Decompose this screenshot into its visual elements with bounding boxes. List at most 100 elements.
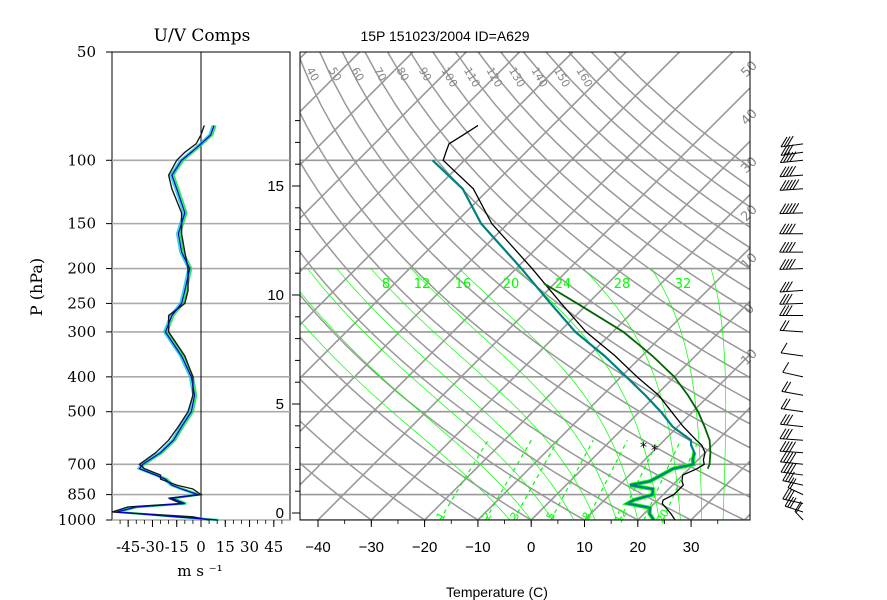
wind-barb-feather [779,203,787,214]
skewt-dry-adiabat [364,52,750,402]
wind-tick-label: 30 [240,538,259,556]
wind-barb-feather [789,441,797,453]
wind-barb [779,202,804,215]
wind-barb-feather [787,496,795,508]
wind-barb-feather [783,398,791,410]
wind-barb-feather [789,478,797,489]
wind-barb-feather [789,258,796,270]
skewt-isotherm [300,52,627,380]
temperature-tick-label: −10 [465,539,490,556]
wind-barb [779,428,804,441]
wind-barb-feather [785,179,793,191]
wind-barb-feather [779,451,787,463]
skewt-moist-adiabat [651,268,703,520]
wind-barb [780,342,804,357]
uv-series [111,125,219,522]
wind-barb-feather [779,180,787,191]
skewt-moist-adiabat [336,268,575,520]
wind-barb [780,398,804,413]
wind-barb [780,461,804,476]
wind-barb-feather [785,281,793,292]
pressure-tick-labels: 1000 850 700 500 400 300 250 200 150 100 50 [58,43,112,529]
skewt-mixing-ratio-line [619,439,659,520]
wind-barb-staff [780,461,804,465]
moist-adiabat-label: 20 [503,277,520,292]
skewt-isotherms [300,52,750,520]
wind-barb [779,165,804,178]
wind-tick-label: -30 [140,538,164,556]
pressure-tick-label: 50 [77,43,96,61]
wind-barb-feather [789,165,797,177]
wind-barb-staff [779,302,804,305]
height-tick-label: 15 [267,178,284,195]
wind-barb-feather [783,136,791,147]
wind-barb-feather [782,241,790,253]
wind-barb-feather [781,381,789,392]
skewt-isotherm [317,86,750,520]
skewt-dry-adiabat [300,111,750,498]
wind-barbs [779,135,804,521]
wind-barb-feather [784,381,792,393]
pressure-tick-label: 300 [67,323,96,341]
wind-barb-staff [779,450,804,454]
wind-barb-feather [782,305,790,316]
wind-barb-feather [792,202,800,214]
skewt-moist-adiabat [300,320,511,520]
wind-barb-staff [780,423,804,428]
wind-barb [780,135,804,148]
skewt-isotherm [583,353,750,520]
skewt-mixing-ratio-line [484,439,532,520]
wind-barb-feather [779,305,787,316]
wind-barb-feather [779,241,787,253]
skewt-dry-adiabat [300,206,692,520]
pressure-tick-label: 100 [67,151,96,169]
dry-adiabat-label: 80 [393,65,411,84]
wind-barb-feather [789,497,797,509]
pressure-tick-label: 1000 [58,511,96,529]
wind-barb-feather [782,281,790,293]
wind-barb [779,241,803,253]
parcel-marker: * [651,443,658,459]
uv-panel-title: U/V Comps [154,26,251,46]
wind-barb-feather [785,203,793,214]
wind-barb-staff [780,471,804,476]
wind-barb-feather [780,342,788,354]
wind-barb-feather [785,428,793,440]
skewt-isotherm [300,52,467,220]
wind-barb-feather [780,136,788,148]
wind-barb-feather [785,489,793,500]
wind-barb-feather [786,462,794,474]
wind-barb-feather [782,293,790,305]
wind-barb-feather [785,223,793,234]
wind-barb-feather [786,144,794,155]
skewt-dry-adiabat [477,52,750,291]
temperature-tick-label: −40 [305,539,330,556]
skewt-dry-adiabat [300,336,532,520]
pressure-tick-label: 500 [67,403,96,421]
wind-barb [779,440,804,454]
wind-barb-feather [779,259,787,270]
dry-adiabat-label: 60 [348,65,366,84]
mixing-ratio-label: 12 [612,507,630,526]
wind-axis-label: m s ⁻¹ [177,562,222,580]
wind-barb-feather [782,179,790,191]
temperature-axis-label: Temperature (C) [446,584,548,600]
wind-barb-feather [782,362,790,373]
pressure-tick-label: 700 [67,455,96,473]
skewt-moist-adiabat [410,268,617,520]
skewt-series [431,124,712,520]
wind-barb-staff [781,390,804,396]
wind-barb-feather [782,488,790,500]
wind-barb-staff [779,188,804,191]
wind-barb [782,362,804,378]
wind-barb-staff [779,329,804,333]
wind-tick-labels: -45 -30 -15 0 15 30 45 [116,520,283,556]
wind-barb-feather [787,490,795,501]
wind-barb-feather [782,223,790,234]
wind-tick-label: 0 [196,538,206,556]
pressure-tick-label: 400 [67,368,96,386]
wind-barb [779,413,804,428]
